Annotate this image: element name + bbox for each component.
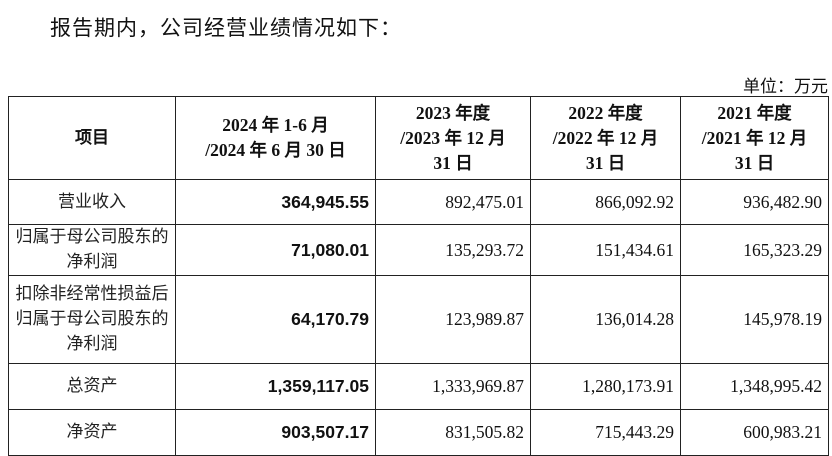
row-label: 营业收入 <box>8 179 176 225</box>
cell-value: 715,443.29 <box>530 409 681 456</box>
cell-value: 123,989.87 <box>375 275 531 364</box>
table-row: 净资产 903,507.17 831,505.82 715,443.29 600… <box>8 409 829 456</box>
header-2023: 2023 年度 /2023 年 12 月 31 日 <box>375 96 531 180</box>
row-label: 总资产 <box>8 363 176 410</box>
cell-value: 165,323.29 <box>680 224 829 276</box>
header-2021: 2021 年度 /2021 年 12 月 31 日 <box>680 96 829 180</box>
header-2024h1: 2024 年 1-6 月 /2024 年 6 月 30 日 <box>175 96 376 180</box>
unit-label: 单位：万元 <box>743 77 828 96</box>
cell-value: 1,280,173.91 <box>530 363 681 410</box>
cell-value: 866,092.92 <box>530 179 681 225</box>
cell-value: 136,014.28 <box>530 275 681 364</box>
table-row: 总资产 1,359,117.05 1,333,969.87 1,280,173.… <box>8 363 829 410</box>
intro-text: 报告期内，公司经营业绩情况如下： <box>50 16 402 40</box>
cell-value: 1,348,995.42 <box>680 363 829 410</box>
cell-value: 64,170.79 <box>175 275 376 364</box>
header-2022: 2022 年度 /2022 年 12 月 31 日 <box>530 96 681 180</box>
cell-value: 936,482.90 <box>680 179 829 225</box>
financial-table: 项目 2024 年 1-6 月 /2024 年 6 月 30 日 2023 年度… <box>8 96 829 456</box>
cell-value: 600,983.21 <box>680 409 829 456</box>
table-row: 营业收入 364,945.55 892,475.01 866,092.92 93… <box>8 179 829 225</box>
cell-value: 364,945.55 <box>175 179 376 225</box>
cell-value: 892,475.01 <box>375 179 531 225</box>
cell-value: 831,505.82 <box>375 409 531 456</box>
row-label: 扣除非经常性损益后归属于母公司股东的净利润 <box>8 275 176 364</box>
cell-value: 903,507.17 <box>175 409 376 456</box>
cell-value: 145,978.19 <box>680 275 829 364</box>
cell-value: 1,359,117.05 <box>175 363 376 410</box>
cell-value: 151,434.61 <box>530 224 681 276</box>
cell-value: 1,333,969.87 <box>375 363 531 410</box>
table-row: 扣除非经常性损益后归属于母公司股东的净利润 64,170.79 123,989.… <box>8 275 829 364</box>
header-row: 项目 2024 年 1-6 月 /2024 年 6 月 30 日 2023 年度… <box>8 96 829 180</box>
table-row: 归属于母公司股东的净利润 71,080.01 135,293.72 151,43… <box>8 224 829 276</box>
cell-value: 71,080.01 <box>175 224 376 276</box>
header-item: 项目 <box>8 96 176 180</box>
row-label: 归属于母公司股东的净利润 <box>8 224 176 276</box>
cell-value: 135,293.72 <box>375 224 531 276</box>
row-label: 净资产 <box>8 409 176 456</box>
